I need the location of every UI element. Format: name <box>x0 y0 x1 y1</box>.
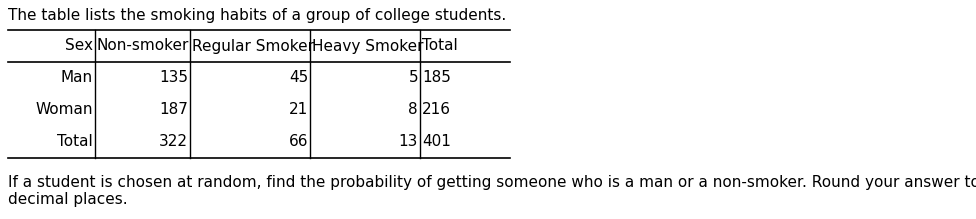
Text: If a student is chosen at random, find the probability of getting someone who is: If a student is chosen at random, find t… <box>8 175 976 207</box>
Text: Man: Man <box>61 71 93 85</box>
Text: 8: 8 <box>408 102 418 118</box>
Text: 187: 187 <box>159 102 188 118</box>
Text: 216: 216 <box>422 102 451 118</box>
Text: 45: 45 <box>289 71 308 85</box>
Text: Non-smoker: Non-smoker <box>97 39 189 53</box>
Text: 13: 13 <box>398 134 418 150</box>
Text: Total: Total <box>422 39 458 53</box>
Text: 21: 21 <box>289 102 308 118</box>
Text: Total: Total <box>58 134 93 150</box>
Text: 322: 322 <box>159 134 188 150</box>
Text: 5: 5 <box>408 71 418 85</box>
Text: 135: 135 <box>159 71 188 85</box>
Text: 185: 185 <box>422 71 451 85</box>
Text: Woman: Woman <box>35 102 93 118</box>
Text: The table lists the smoking habits of a group of college students.: The table lists the smoking habits of a … <box>8 8 507 23</box>
Text: 66: 66 <box>289 134 308 150</box>
Text: 401: 401 <box>422 134 451 150</box>
Text: Heavy Smoker: Heavy Smoker <box>312 39 424 53</box>
Text: Sex: Sex <box>65 39 93 53</box>
Text: Regular Smoker: Regular Smoker <box>192 39 314 53</box>
